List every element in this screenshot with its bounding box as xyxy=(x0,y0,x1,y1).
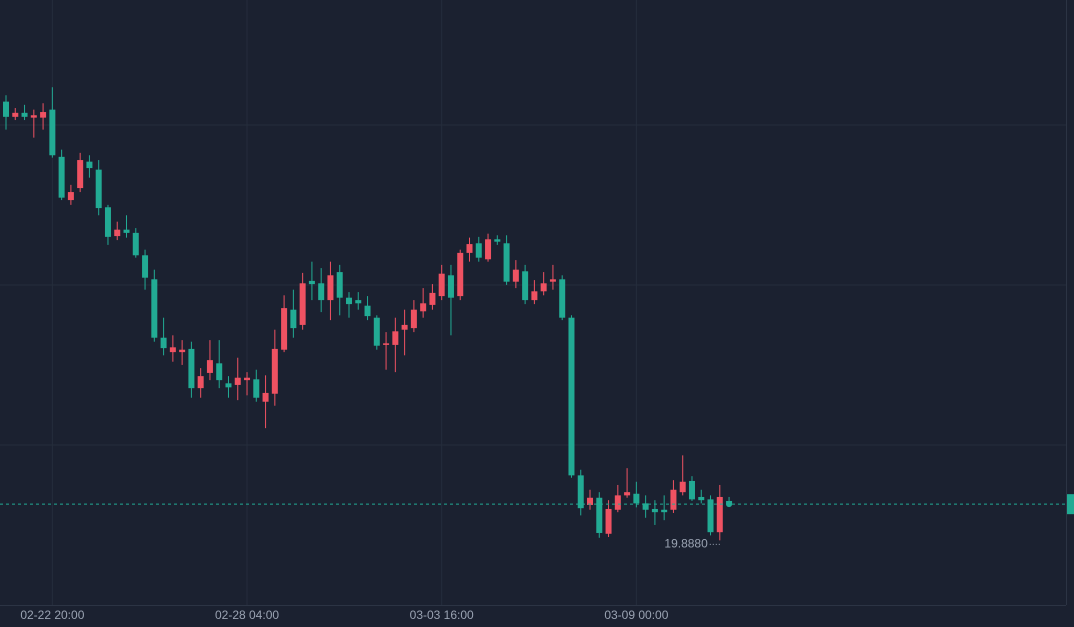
candle-body xyxy=(58,156,65,198)
candle-body xyxy=(179,349,186,353)
candle-body xyxy=(512,269,519,282)
candle-body xyxy=(568,317,575,476)
candle-body xyxy=(457,252,464,297)
candle-body xyxy=(549,279,556,282)
candle-body xyxy=(234,377,241,385)
candle-body xyxy=(206,360,213,373)
candle-body xyxy=(308,280,315,285)
candle-body xyxy=(642,503,649,510)
candle-body xyxy=(271,348,278,394)
candle-body xyxy=(318,283,325,301)
candle-body xyxy=(401,324,408,330)
candle-body xyxy=(707,499,714,533)
last-price-dot xyxy=(726,501,733,508)
candle-body xyxy=(49,109,56,156)
candle-body xyxy=(21,112,28,117)
x-tick-label: 02-22 20:00 xyxy=(20,608,84,622)
candle-body xyxy=(447,275,454,298)
candle-body xyxy=(67,192,74,201)
candle-body xyxy=(716,496,723,533)
candle-body xyxy=(30,115,37,118)
candle-body xyxy=(373,317,380,346)
candle-body xyxy=(95,169,102,209)
candle-body xyxy=(188,348,195,389)
candle-body xyxy=(225,383,232,388)
candle-body xyxy=(364,305,371,317)
last-price-tag xyxy=(1067,494,1074,515)
candle-body xyxy=(290,309,297,329)
candle-body xyxy=(299,283,306,325)
candle-body xyxy=(336,272,343,298)
candle-body xyxy=(86,161,93,169)
candle-body xyxy=(661,509,668,513)
candle-body xyxy=(466,244,473,253)
candle-body xyxy=(253,379,260,398)
candle-body xyxy=(392,331,399,345)
candle-body xyxy=(410,309,417,329)
candle-body xyxy=(77,160,84,189)
candle-body xyxy=(104,207,111,237)
candle-body xyxy=(670,489,677,510)
candle-body xyxy=(151,279,158,338)
candle-body xyxy=(540,283,547,292)
candle-body xyxy=(688,480,695,500)
annotation: 19.8880 xyxy=(664,537,708,551)
candle-body xyxy=(281,308,288,350)
candle-body xyxy=(531,291,538,301)
candle-body xyxy=(169,347,176,353)
candle-body xyxy=(429,292,436,305)
candle-body xyxy=(355,300,362,304)
candle-body xyxy=(587,497,594,505)
candle-body xyxy=(614,495,621,510)
candle-body xyxy=(679,481,686,493)
candle-body xyxy=(262,392,269,402)
x-tick-label: 03-03 16:00 xyxy=(410,608,474,622)
candle-body xyxy=(12,112,19,117)
candle-body xyxy=(345,297,352,305)
candle-body xyxy=(596,497,603,533)
candle-body xyxy=(244,377,251,381)
candle-body xyxy=(142,255,149,278)
x-tick-label: 03-09 00:00 xyxy=(604,608,668,622)
candle-body xyxy=(633,493,640,504)
candle-body xyxy=(651,508,658,513)
candle-body xyxy=(160,337,167,349)
candle-body xyxy=(327,275,334,301)
candle-body xyxy=(522,271,529,301)
candle-body xyxy=(559,279,566,318)
candle-body xyxy=(197,376,204,389)
candle-body xyxy=(114,229,121,237)
candle-body xyxy=(40,112,47,118)
candle-body xyxy=(383,343,390,345)
candle-body xyxy=(123,229,130,233)
candle-body xyxy=(698,496,705,501)
candle-body xyxy=(216,363,223,381)
candle-body xyxy=(3,101,9,117)
candle-body xyxy=(485,239,492,260)
candle-body xyxy=(605,508,612,534)
x-tick-label: 02-28 04:00 xyxy=(215,608,279,622)
candle-body xyxy=(577,475,584,509)
candle-body xyxy=(624,492,631,496)
candle-body xyxy=(420,303,427,312)
candle-body xyxy=(132,232,139,256)
candle-body xyxy=(475,243,482,258)
candle-body xyxy=(503,243,510,282)
candle-body xyxy=(438,273,445,297)
candle-body xyxy=(494,239,501,242)
